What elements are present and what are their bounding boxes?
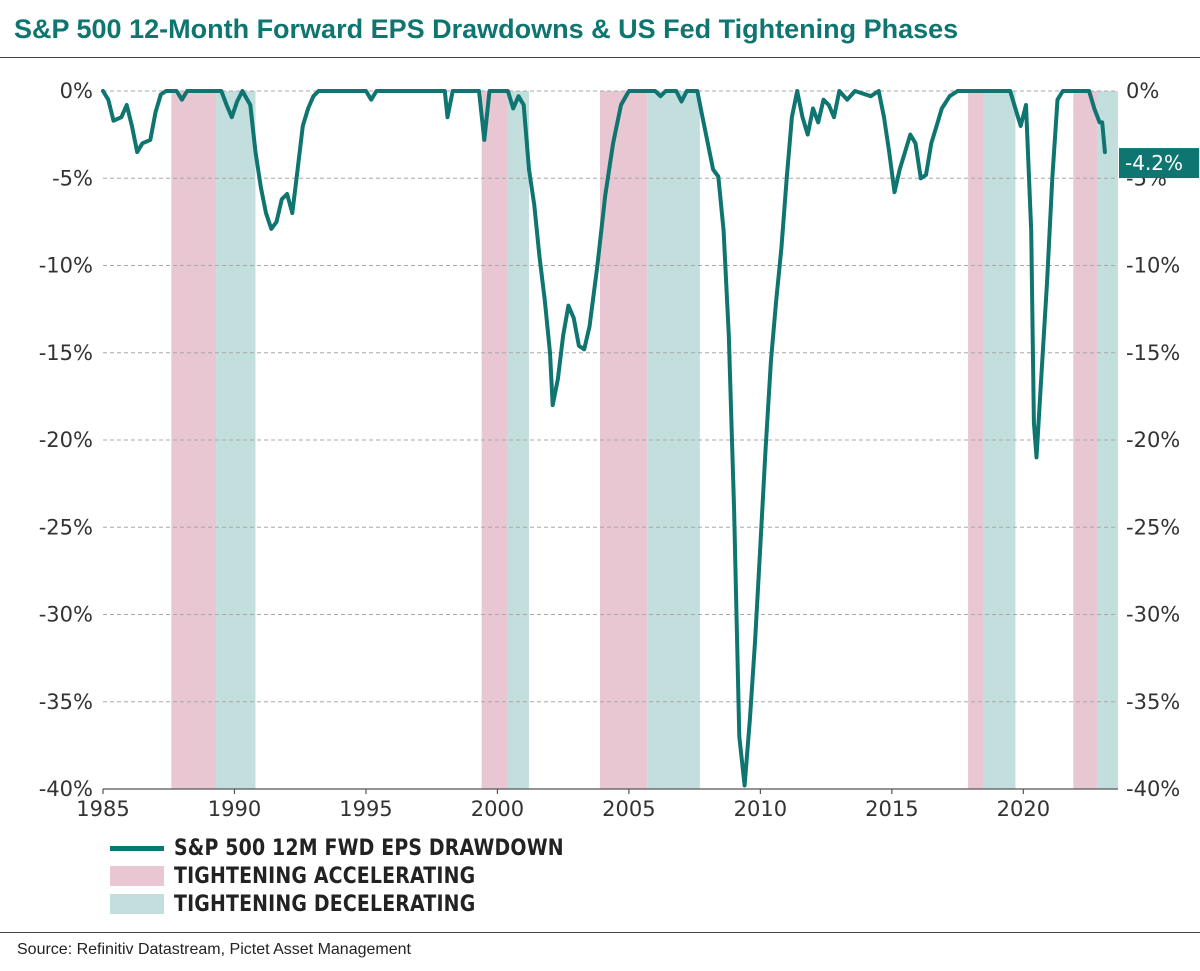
eps-drawdown-chart: 0% -5% -10% -15% -20% -25% -30% -35% -40% 0% -5% -… bbox=[39, 79, 1199, 821]
x-tick-label: 1990 bbox=[208, 797, 261, 821]
y-tick-label: -35% bbox=[39, 690, 93, 714]
y-tick-labels-right: 0%-5%-10%-15%-20%-25%-30%-35%-40% bbox=[1126, 79, 1180, 801]
legend-item-tightening-accelerating: TIGHTENING ACCELERATING bbox=[110, 862, 627, 890]
legend-swatch-line bbox=[110, 845, 164, 851]
x-tick-label: 2005 bbox=[602, 797, 655, 821]
legend-swatch-decelerating bbox=[110, 894, 164, 914]
footer-divider bbox=[0, 932, 1200, 933]
x-tick-label: 1985 bbox=[76, 797, 129, 821]
y-tick-label: -20% bbox=[39, 428, 93, 452]
x-tick-label: 2010 bbox=[734, 797, 787, 821]
title-divider bbox=[0, 57, 1200, 58]
y-tick-label: -40% bbox=[39, 777, 93, 801]
y-tick-label: -15% bbox=[39, 341, 93, 365]
y-tick-label: -30% bbox=[39, 603, 93, 627]
y-tick-label: -15% bbox=[1126, 341, 1180, 365]
x-tick-label: 1995 bbox=[339, 797, 392, 821]
last-value-label: -4.2% bbox=[1125, 151, 1183, 175]
x-tick-labels: 1985 1990 1995 2000 2005 2010 2015 2020 bbox=[76, 789, 1050, 821]
phase-band-decelerating bbox=[216, 91, 256, 789]
y-tick-label: -5% bbox=[52, 166, 93, 190]
horizontal-gridlines bbox=[103, 90, 1118, 703]
y-tick-label: -35% bbox=[1126, 690, 1180, 714]
y-tick-label: 0% bbox=[1126, 79, 1159, 103]
legend-item-eps-drawdown: S&P 500 12M FWD EPS DRAWDOWN bbox=[110, 834, 627, 862]
y-tick-label: -40% bbox=[1126, 777, 1180, 801]
x-tick-label: 2020 bbox=[997, 797, 1050, 821]
y-tick-label: -25% bbox=[39, 515, 93, 539]
last-value-badge-box bbox=[1119, 148, 1199, 179]
legend-label: TIGHTENING DECELERATING bbox=[174, 891, 476, 917]
legend-label: TIGHTENING ACCELERATING bbox=[174, 863, 476, 889]
legend-item-tightening-decelerating: TIGHTENING DECELERATING bbox=[110, 890, 627, 918]
page-title: S&P 500 12-Month Forward EPS Drawdowns &… bbox=[14, 14, 959, 44]
y-tick-label: -10% bbox=[39, 254, 93, 278]
y-tick-labels-left: 0% -5% -10% -15% -20% -25% -30% -35% -40% bbox=[39, 79, 93, 801]
series-line-eps-drawdown bbox=[101, 89, 1107, 788]
legend-swatch-accelerating bbox=[110, 866, 164, 886]
y-tick-label: -10% bbox=[1126, 254, 1180, 278]
y-tick-label: -25% bbox=[1126, 515, 1180, 539]
y-tick-label: -20% bbox=[1126, 428, 1180, 452]
legend: S&P 500 12M FWD EPS DRAWDOWN TIGHTENING … bbox=[110, 834, 627, 918]
x-tick-label: 2000 bbox=[471, 797, 524, 821]
x-tick-label: 2015 bbox=[865, 797, 918, 821]
legend-label: S&P 500 12M FWD EPS DRAWDOWN bbox=[174, 835, 564, 861]
last-value-badge: -4.2% bbox=[1119, 148, 1199, 179]
y-tick-label: -30% bbox=[1126, 603, 1180, 627]
source-note: Source: Refinitiv Datastream, Pictet Ass… bbox=[17, 941, 411, 958]
y-tick-label: 0% bbox=[60, 79, 93, 103]
